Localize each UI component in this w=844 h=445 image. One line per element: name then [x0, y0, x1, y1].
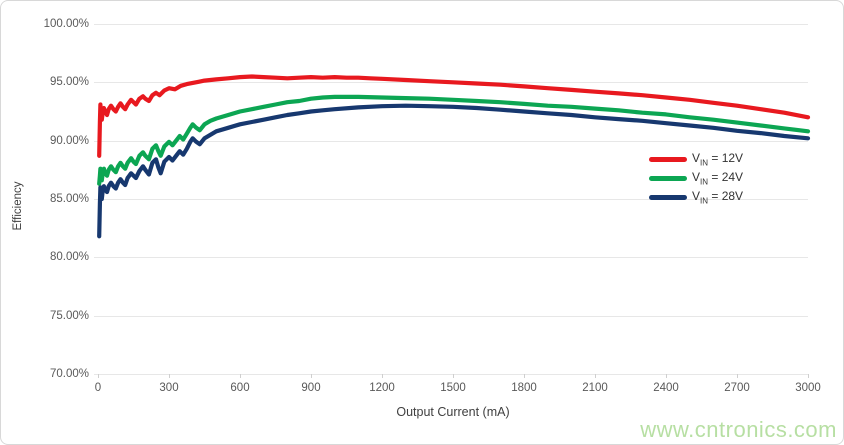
x-tick-mark — [311, 374, 312, 378]
x-tick-label: 0 — [94, 382, 102, 394]
legend-label: VIN = 12V — [692, 151, 744, 168]
gridline — [94, 140, 808, 142]
series-line-VIN28V — [97, 103, 811, 239]
x-tick-label: 1800 — [511, 382, 537, 394]
x-tick-mark — [169, 374, 170, 378]
x-tick-label: 2100 — [582, 382, 608, 394]
gridline — [94, 24, 808, 25]
series-line-VIN24V — [97, 94, 811, 186]
y-tick-label: 95.00% — [49, 76, 89, 89]
x-tick-mark — [453, 374, 454, 378]
x-tick-label: 300 — [159, 382, 179, 394]
legend-swatch — [649, 157, 687, 162]
gridline — [94, 315, 808, 317]
legend-label: VIN = 24V — [692, 170, 744, 187]
legend-item: VIN = 12V — [649, 150, 743, 169]
x-tick-label: 1500 — [440, 382, 466, 394]
series-lines — [97, 74, 811, 239]
plot-area — [94, 24, 811, 378]
legend-swatch — [649, 195, 687, 200]
legend-label: VIN = 28V — [692, 189, 744, 206]
gridline — [94, 374, 808, 375]
gridline — [94, 199, 808, 200]
y-tick-label: 70.00% — [49, 368, 89, 380]
x-tick-mark — [382, 374, 383, 378]
y-tick-label: 90.00% — [49, 134, 89, 147]
legend-item: VIN = 28V — [649, 188, 743, 207]
legend-swatch — [649, 176, 687, 181]
legend: VIN = 12V VIN = 24V VIN = 28V — [649, 150, 743, 207]
x-tick-mark — [524, 374, 525, 378]
x-tick-mark — [737, 374, 738, 378]
x-tick-mark — [595, 374, 596, 378]
watermark: www.cntronics.com — [640, 417, 837, 442]
x-tick-label: 3000 — [795, 382, 821, 394]
x-axis-title: Output Current (mA) — [396, 405, 510, 419]
x-tick-mark — [666, 374, 667, 378]
x-tick-label: 2700 — [724, 382, 750, 394]
y-tick-label: 100.00% — [43, 18, 89, 30]
x-tick-label: 1200 — [369, 382, 395, 394]
x-tick-label: 600 — [230, 382, 250, 394]
x-tick-label: 2400 — [653, 382, 679, 394]
x-tick-mark — [240, 374, 241, 378]
x-tick-mark — [98, 374, 99, 378]
series-line-VIN12V — [97, 74, 811, 158]
y-tick-label: 80.00% — [49, 251, 89, 264]
gridline — [94, 257, 808, 259]
y-tick-label: 85.00% — [49, 193, 89, 205]
legend-item: VIN = 24V — [649, 169, 743, 188]
x-tick-mark — [808, 374, 809, 378]
y-axis-title: Efficiency — [12, 181, 24, 231]
y-tick-label: 75.00% — [49, 309, 89, 322]
x-tick-label: 900 — [301, 382, 321, 394]
